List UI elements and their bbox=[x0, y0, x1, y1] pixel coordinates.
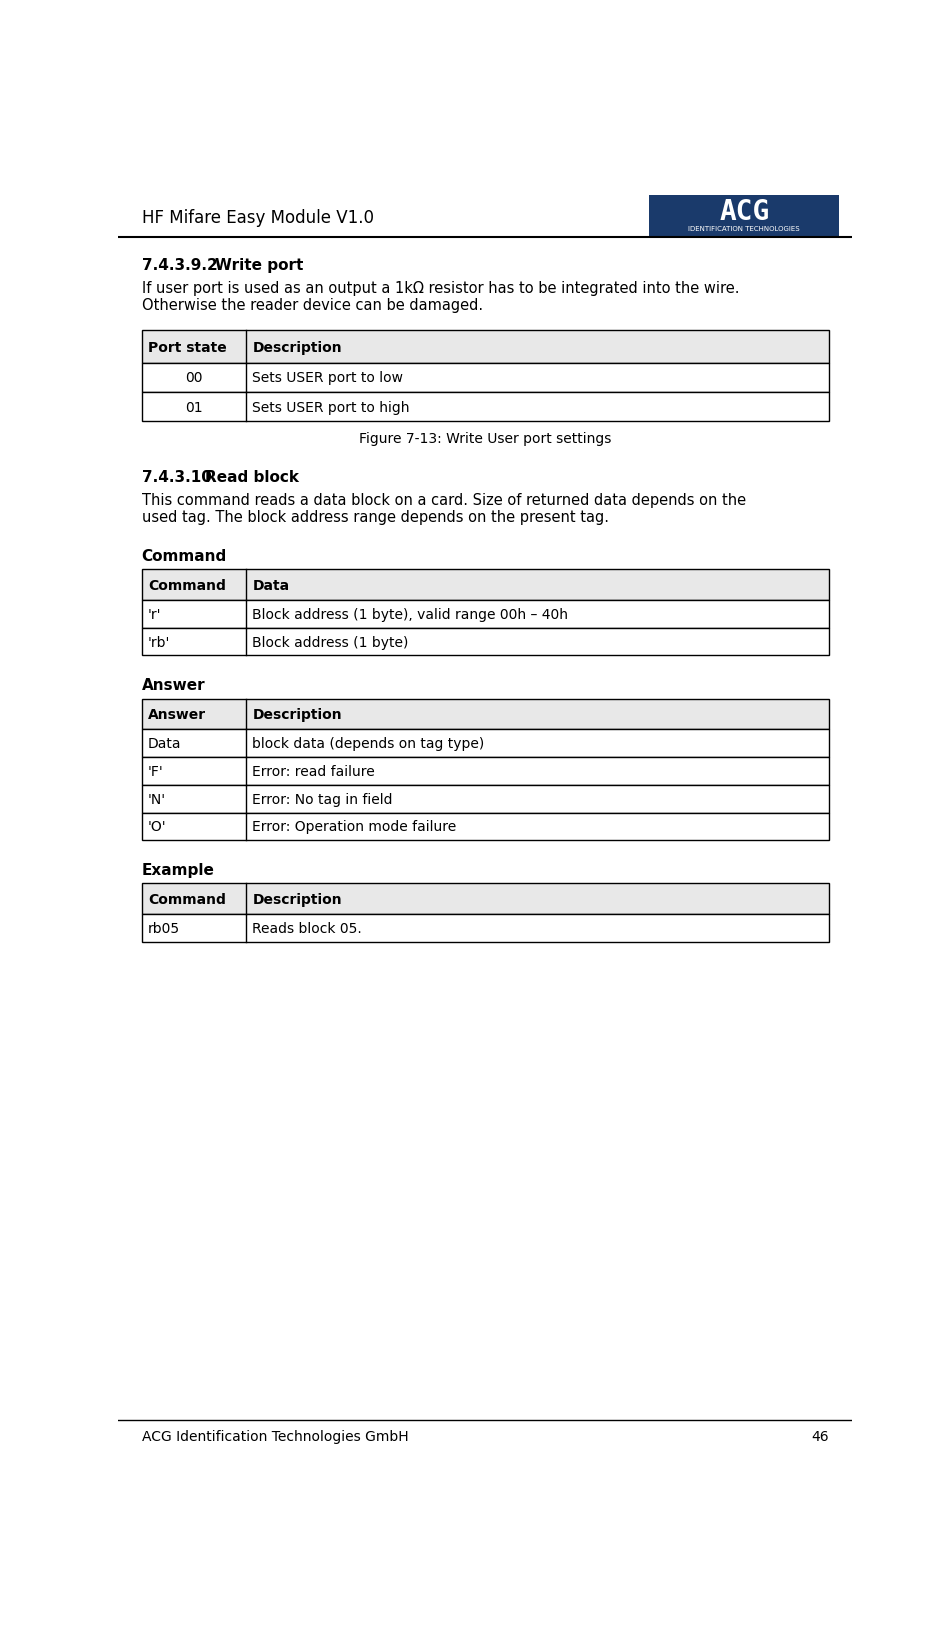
Bar bbox=[142, 628, 829, 656]
Text: 7.4.3.9.2: 7.4.3.9.2 bbox=[142, 258, 218, 273]
Bar bbox=[650, 196, 839, 238]
Text: block data (depends on tag type): block data (depends on tag type) bbox=[253, 736, 485, 751]
Text: Example: Example bbox=[142, 862, 215, 878]
Text: 00: 00 bbox=[186, 370, 203, 385]
Text: 'rb': 'rb' bbox=[148, 635, 170, 650]
Text: Error: Operation mode failure: Error: Operation mode failure bbox=[253, 819, 456, 834]
Text: Write port: Write port bbox=[215, 258, 304, 273]
Text: Data: Data bbox=[253, 578, 290, 592]
Bar bbox=[142, 914, 829, 942]
Bar bbox=[142, 698, 829, 730]
Text: Error: No tag in field: Error: No tag in field bbox=[253, 792, 393, 806]
Text: Error: read failure: Error: read failure bbox=[253, 764, 375, 778]
Text: 46: 46 bbox=[812, 1430, 829, 1443]
Bar bbox=[142, 730, 829, 757]
Text: Port state: Port state bbox=[148, 341, 226, 354]
Bar bbox=[142, 601, 829, 628]
Text: IDENTIFICATION TECHNOLOGIES: IDENTIFICATION TECHNOLOGIES bbox=[688, 225, 800, 232]
Text: Sets USER port to high: Sets USER port to high bbox=[253, 400, 410, 415]
Text: Block address (1 byte), valid range 00h – 40h: Block address (1 byte), valid range 00h … bbox=[253, 607, 568, 622]
Text: Figure 7-13: Write User port settings: Figure 7-13: Write User port settings bbox=[359, 431, 612, 446]
Text: 'F': 'F' bbox=[148, 764, 164, 778]
Text: ACG: ACG bbox=[719, 197, 769, 225]
Bar bbox=[142, 570, 829, 601]
Text: rb05: rb05 bbox=[148, 922, 180, 935]
Text: 'N': 'N' bbox=[148, 792, 166, 806]
Text: 7.4.3.10: 7.4.3.10 bbox=[142, 470, 211, 485]
Text: Answer: Answer bbox=[148, 708, 205, 721]
Bar bbox=[142, 885, 829, 914]
Text: HF Mifare Easy Module V1.0: HF Mifare Easy Module V1.0 bbox=[142, 209, 374, 227]
Text: Description: Description bbox=[253, 708, 342, 721]
Text: Block address (1 byte): Block address (1 byte) bbox=[253, 635, 409, 650]
Text: Data: Data bbox=[148, 736, 181, 751]
Text: used tag. The block address range depends on the present tag.: used tag. The block address range depend… bbox=[142, 509, 609, 526]
Text: Otherwise the reader device can be damaged.: Otherwise the reader device can be damag… bbox=[142, 297, 483, 312]
Text: Description: Description bbox=[253, 341, 342, 354]
Text: Reads block 05.: Reads block 05. bbox=[253, 922, 362, 935]
Text: Sets USER port to low: Sets USER port to low bbox=[253, 370, 403, 385]
Text: Command: Command bbox=[148, 578, 225, 592]
Bar bbox=[142, 364, 829, 393]
Text: Command: Command bbox=[142, 548, 227, 563]
Bar bbox=[142, 331, 829, 364]
Text: Read block: Read block bbox=[205, 470, 299, 485]
Text: 01: 01 bbox=[185, 400, 203, 415]
Text: 'O': 'O' bbox=[148, 819, 167, 834]
Text: 'r': 'r' bbox=[148, 607, 161, 622]
Text: ACG Identification Technologies GmbH: ACG Identification Technologies GmbH bbox=[142, 1430, 408, 1443]
Bar bbox=[142, 785, 829, 813]
Text: Description: Description bbox=[253, 893, 342, 906]
Text: If user port is used as an output a 1kΩ resistor has to be integrated into the w: If user port is used as an output a 1kΩ … bbox=[142, 281, 739, 295]
Text: Answer: Answer bbox=[142, 677, 205, 692]
Text: Command: Command bbox=[148, 893, 225, 906]
Bar bbox=[142, 757, 829, 785]
Text: This command reads a data block on a card. Size of returned data depends on the: This command reads a data block on a car… bbox=[142, 493, 745, 508]
Bar bbox=[142, 393, 829, 423]
Bar bbox=[142, 813, 829, 840]
